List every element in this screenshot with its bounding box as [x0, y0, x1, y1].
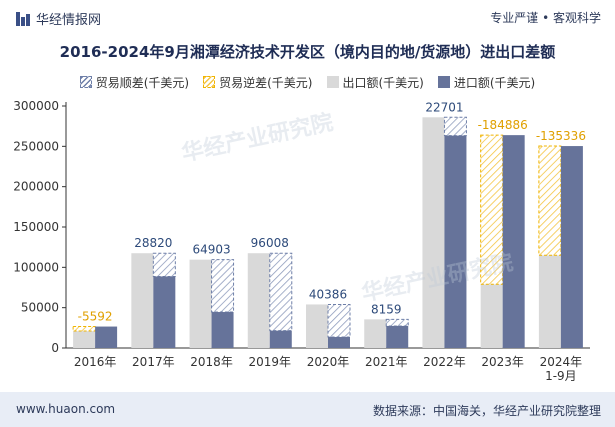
- y-tick-label: 200000: [13, 180, 59, 194]
- y-tick-label: 150000: [13, 220, 59, 234]
- surplus-bar[interactable]: [269, 252, 293, 332]
- legend-item-deficit[interactable]: 贸易逆差(千美元): [203, 70, 313, 94]
- brand[interactable]: 华经情报网: [16, 9, 101, 28]
- legend-item-surplus[interactable]: 贸易顺差(千美元): [79, 70, 190, 94]
- legend-item-export[interactable]: 出口额(千美元): [326, 70, 424, 94]
- surplus-bar[interactable]: [327, 303, 351, 338]
- surplus-bar[interactable]: [152, 252, 176, 277]
- balance-data-label: -135336: [536, 129, 586, 143]
- legend-label-surplus: 贸易顺差(千美元): [95, 75, 190, 90]
- import-bar[interactable]: [153, 276, 176, 348]
- surplus-bar[interactable]: [211, 259, 235, 313]
- deficit-bar[interactable]: [480, 134, 504, 285]
- deficit-bar[interactable]: [72, 326, 96, 332]
- y-tick-label: 50000: [21, 301, 59, 315]
- export-bar[interactable]: [131, 253, 154, 348]
- x-tick-label: 2020年: [307, 355, 350, 369]
- balance-data-label: 64903: [192, 243, 230, 257]
- import-bar[interactable]: [211, 312, 234, 348]
- export-bar[interactable]: [480, 284, 503, 348]
- balance-data-label: 96008: [251, 236, 289, 250]
- y-tick-label: 300000: [13, 99, 59, 113]
- export-bar[interactable]: [73, 331, 96, 348]
- x-tick-label: 2024年: [540, 355, 583, 369]
- balance-data-label: 40386: [309, 287, 347, 301]
- legend-label-export: 出口额(千美元): [342, 75, 424, 90]
- x-tick-label: 2019年: [249, 355, 292, 369]
- legend-label-deficit: 贸易逆差(千美元): [219, 75, 313, 90]
- brand-name: 华经情报网: [36, 13, 102, 28]
- balance-data-label: -5592: [78, 310, 113, 324]
- legend-item-import[interactable]: 进口额(千美元): [437, 70, 536, 94]
- footer: www.huaon.com 数据来源：中国海关，华经产业研究院整理: [0, 392, 615, 427]
- x-tick-label: 2022年: [423, 355, 466, 369]
- legend-label-import: 进口额(千美元): [453, 75, 536, 90]
- import-bar[interactable]: [95, 326, 118, 348]
- bar-series: [72, 116, 583, 348]
- x-tick-label: 2018年: [190, 355, 233, 369]
- import-bar[interactable]: [328, 337, 350, 348]
- balance-data-label: 28820: [134, 236, 172, 250]
- top-bar: 华经情报网 专业严谨 • 客观科学: [0, 0, 615, 34]
- export-bar[interactable]: [422, 117, 445, 348]
- legend-swatch-deficit: [203, 76, 216, 88]
- import-bar[interactable]: [560, 146, 583, 348]
- y-axis: 0 50000 100000 150000 200000 250000 300000: [13, 99, 590, 355]
- slogan: 专业严谨 • 客观科学: [490, 11, 601, 25]
- data-labels: -5592 28820 64903 96008 40386 8159 22701 -18488…: [78, 100, 586, 323]
- y-tick-label: 100000: [13, 260, 59, 274]
- data-source: 数据来源：中国海关，华经产业研究院整理: [372, 404, 601, 418]
- export-bar[interactable]: [189, 259, 212, 348]
- export-bar[interactable]: [247, 253, 270, 348]
- legend-swatch-surplus: [79, 76, 92, 88]
- import-bar[interactable]: [444, 135, 467, 348]
- y-tick-label: 0: [51, 341, 59, 355]
- balance-data-label: 8159: [371, 302, 402, 316]
- balance-data-label: 22701: [425, 100, 463, 114]
- chart-title: 2016-2024年9月湘潭经济技术开发区（境内目的地/货源地）进出口差额: [59, 42, 556, 61]
- x-tick-label: 2017年: [132, 355, 175, 369]
- balance-bar-chart: 0 50000 100000 150000 200000 250000 300000 -55…: [13, 99, 590, 383]
- x-axis: 2016年 2017年 2018年 2019年 2020年 2021年 2022年 2023年…: [74, 355, 582, 383]
- export-bar[interactable]: [306, 304, 328, 348]
- legend-swatch-export: [326, 76, 339, 88]
- import-bar[interactable]: [269, 330, 292, 348]
- surplus-bar[interactable]: [385, 318, 409, 327]
- x-tick-label: 2016年: [74, 355, 117, 369]
- brand-logo-icon: [16, 11, 30, 26]
- export-bar[interactable]: [364, 319, 387, 348]
- title-bar: 2016-2024年9月湘潭经济技术开发区（境内目的地/货源地）进出口差额: [0, 34, 615, 68]
- site-link[interactable]: www.huaon.com: [16, 402, 116, 416]
- import-bar[interactable]: [502, 135, 525, 348]
- export-bar[interactable]: [538, 255, 561, 348]
- x-tick-label: 1-9月: [545, 369, 577, 383]
- y-tick-label: 250000: [13, 139, 59, 153]
- balance-data-label: -184886: [478, 118, 528, 132]
- x-tick-label: 2023年: [481, 355, 524, 369]
- surplus-bar[interactable]: [443, 116, 467, 137]
- chart-legend: 贸易顺差(千美元) 贸易逆差(千美元) 出口额(千美元) 进口额(千美元): [0, 70, 615, 94]
- x-tick-label: 2021年: [365, 355, 408, 369]
- deficit-bar[interactable]: [538, 145, 562, 256]
- import-bar[interactable]: [386, 325, 409, 348]
- legend-swatch-import: [437, 76, 450, 88]
